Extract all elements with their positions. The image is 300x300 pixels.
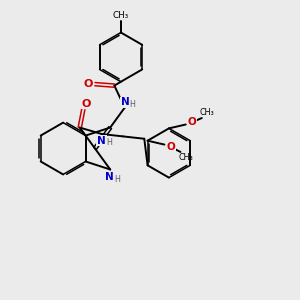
Text: O: O [82,98,91,109]
Text: N: N [97,136,106,146]
Text: O: O [84,79,93,89]
Text: H: H [130,100,136,109]
Text: CH₃: CH₃ [113,11,129,20]
Text: CH₃: CH₃ [200,108,214,117]
Text: O: O [188,117,197,127]
Text: H: H [114,175,120,184]
Text: O: O [167,142,175,152]
Text: N: N [121,98,130,107]
Text: CH₃: CH₃ [178,153,193,162]
Text: N: N [105,172,113,182]
Text: H: H [106,138,112,147]
